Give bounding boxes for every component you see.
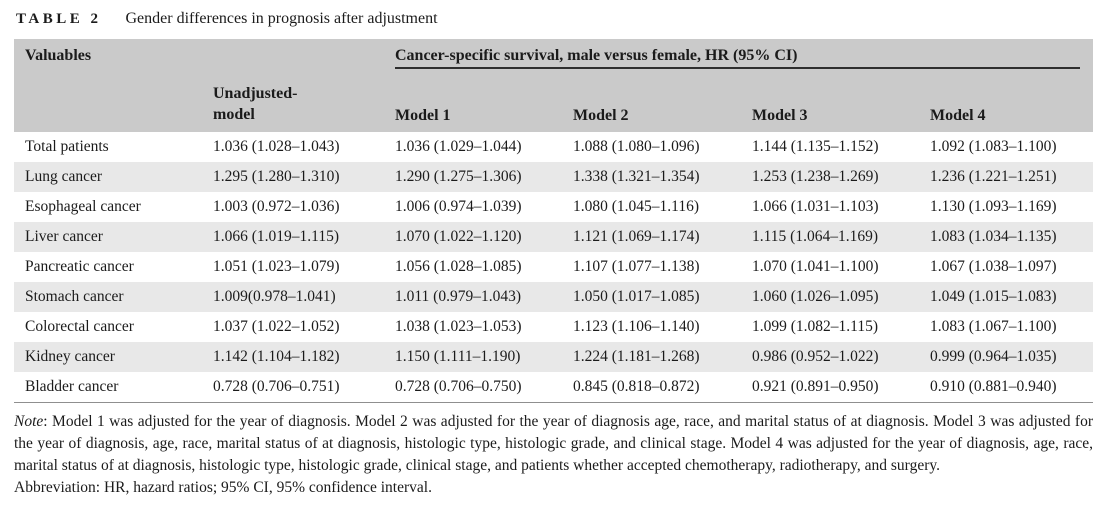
hr-ci-cell: 1.051 (1.023–1.079) bbox=[213, 258, 340, 275]
table-row: Lung cancer 1.295 (1.280–1.310) 1.290 (1.2… bbox=[14, 162, 1093, 192]
column-header-model-4: Model 4 bbox=[919, 77, 1093, 132]
table-row: Esophageal cancer 1.003 (0.972–1.036) 1.00… bbox=[14, 192, 1093, 222]
results-table: Valuables Unadjusted- model Cancer-speci… bbox=[14, 39, 1093, 403]
hr-ci-cell: 1.067 (1.038–1.097) bbox=[930, 258, 1057, 275]
hr-ci-cell: 1.130 (1.093–1.169) bbox=[930, 198, 1057, 215]
hr-ci-cell: 1.037 (1.022–1.052) bbox=[213, 318, 340, 335]
hr-ci-cell: 1.056 (1.028–1.085) bbox=[395, 258, 522, 275]
column-header-model-1: Model 1 bbox=[384, 77, 562, 132]
column-header-valuables: Valuables bbox=[14, 39, 202, 132]
hr-ci-cell: 1.144 (1.135–1.152) bbox=[752, 138, 879, 155]
column-header-model-2: Model 2 bbox=[562, 77, 741, 132]
table-number: TABLE 2 bbox=[16, 11, 102, 27]
note-text: : Model 1 was adjusted for the year of d… bbox=[14, 413, 1093, 474]
note-paragraph: Note: Model 1 was adjusted for the year … bbox=[14, 411, 1093, 477]
model-header-row: Model 1 Model 2 Model 3 Model 4 bbox=[14, 77, 1093, 132]
hr-ci-cell: 0.910 (0.881–0.940) bbox=[919, 372, 1093, 403]
row-label: Lung cancer bbox=[25, 168, 103, 185]
hr-ci-cell: 1.115 (1.064–1.169) bbox=[752, 228, 878, 245]
hr-ci-cell: 1.107 (1.077–1.138) bbox=[573, 258, 700, 275]
row-label: Liver cancer bbox=[25, 228, 103, 245]
hr-ci-cell: 1.066 (1.019–1.115) bbox=[213, 228, 339, 245]
hr-ci-cell: 0.999 (0.964–1.035) bbox=[930, 348, 1057, 365]
hr-ci-cell: 1.142 (1.104–1.182) bbox=[213, 348, 340, 365]
table-body: Total patients 1.036 (1.028–1.043) 1.036 (… bbox=[14, 132, 1093, 403]
hr-ci-cell: 1.070 (1.022–1.120) bbox=[395, 228, 522, 245]
abbreviation-paragraph: Abbreviation: HR, hazard ratios; 95% CI,… bbox=[14, 479, 432, 496]
table-row: Stomach cancer 1.009(0.978–1.041) 1.011 (0… bbox=[14, 282, 1093, 312]
row-label: Bladder cancer bbox=[14, 372, 202, 403]
hr-ci-cell: 0.728 (0.706–0.750) bbox=[384, 372, 562, 403]
table-row: Kidney cancer 1.142 (1.104–1.182) 1.150 (1… bbox=[14, 342, 1093, 372]
hr-ci-cell: 1.290 (1.275–1.306) bbox=[395, 168, 522, 185]
column-group-header: Cancer-specific survival, male versus fe… bbox=[384, 39, 1093, 77]
row-label: Esophageal cancer bbox=[25, 198, 141, 215]
table-caption: TABLE 2 Gender differences in prognosis a… bbox=[16, 10, 1093, 28]
hr-ci-cell: 1.006 (0.974–1.039) bbox=[395, 198, 522, 215]
row-label: Pancreatic cancer bbox=[25, 258, 134, 275]
hr-ci-cell: 1.036 (1.028–1.043) bbox=[213, 138, 340, 155]
hr-ci-cell: 0.845 (0.818–0.872) bbox=[562, 372, 741, 403]
hr-ci-cell: 1.088 (1.080–1.096) bbox=[573, 138, 700, 155]
hr-ci-cell: 1.003 (0.972–1.036) bbox=[213, 198, 340, 215]
hr-ci-cell: 1.060 (1.026–1.095) bbox=[752, 288, 879, 305]
hr-ci-cell: 1.092 (1.083–1.100) bbox=[930, 138, 1057, 155]
hr-ci-cell: 0.986 (0.952–1.022) bbox=[752, 348, 879, 365]
hr-ci-cell: 1.150 (1.111–1.190) bbox=[395, 348, 521, 365]
hr-ci-cell: 1.099 (1.082–1.115) bbox=[752, 318, 878, 335]
header-row-group: Valuables Unadjusted- model Cancer-speci… bbox=[14, 39, 1093, 132]
table-row: Bladder cancer 0.728 (0.706–0.751) 0.728 (… bbox=[14, 372, 1093, 403]
table-row: Total patients 1.036 (1.028–1.043) 1.036 (… bbox=[14, 132, 1093, 162]
hr-ci-cell: 1.038 (1.023–1.053) bbox=[395, 318, 522, 335]
hr-ci-cell: 1.080 (1.045–1.116) bbox=[573, 198, 699, 215]
column-header-unadjusted-model: Unadjusted- model bbox=[202, 39, 384, 132]
hr-ci-cell: 1.036 (1.029–1.044) bbox=[395, 138, 522, 155]
row-label: Total patients bbox=[25, 138, 109, 155]
hr-ci-cell: 1.070 (1.041–1.100) bbox=[752, 258, 879, 275]
row-label: Stomach cancer bbox=[25, 288, 124, 305]
table-row: Liver cancer 1.066 (1.019–1.115) 1.070 (1.… bbox=[14, 222, 1093, 252]
hr-ci-cell: 1.050 (1.017–1.085) bbox=[573, 288, 700, 305]
row-label: Colorectal cancer bbox=[25, 318, 134, 335]
hr-ci-cell: 1.224 (1.181–1.268) bbox=[573, 348, 700, 365]
row-label: Kidney cancer bbox=[25, 348, 115, 365]
hr-ci-cell: 1.011 (0.979–1.043) bbox=[395, 288, 521, 305]
hr-ci-cell: 1.253 (1.238–1.269) bbox=[752, 168, 879, 185]
table-row: Pancreatic cancer 1.051 (1.023–1.079) 1.05… bbox=[14, 252, 1093, 282]
page: TABLE 2 Gender differences in prognosis a… bbox=[14, 10, 1093, 499]
hr-ci-cell: 1.049 (1.015–1.083) bbox=[930, 288, 1057, 305]
hr-ci-cell: 1.083 (1.067–1.100) bbox=[930, 318, 1057, 335]
hr-ci-cell: 1.083 (1.034–1.135) bbox=[930, 228, 1057, 245]
table-title: Gender differences in prognosis after ad… bbox=[125, 10, 438, 27]
column-header-model-3: Model 3 bbox=[741, 77, 919, 132]
hr-ci-cell: 1.121 (1.069–1.174) bbox=[573, 228, 700, 245]
hr-ci-cell: 1.009(0.978–1.041) bbox=[213, 288, 336, 305]
hr-ci-cell: 1.338 (1.321–1.354) bbox=[573, 168, 700, 185]
hr-ci-cell: 1.295 (1.280–1.310) bbox=[213, 168, 340, 185]
hr-ci-cell: 1.066 (1.031–1.103) bbox=[752, 198, 879, 215]
table-row: Colorectal cancer 1.037 (1.022–1.052) 1.03… bbox=[14, 312, 1093, 342]
table-notes: Note: Model 1 was adjusted for the year … bbox=[14, 411, 1093, 499]
column-group-header-text: Cancer-specific survival, male versus fe… bbox=[395, 47, 1080, 69]
hr-ci-cell: 0.921 (0.891–0.950) bbox=[741, 372, 919, 403]
hr-ci-cell: 1.123 (1.106–1.140) bbox=[573, 318, 700, 335]
hr-ci-cell: 1.236 (1.221–1.251) bbox=[930, 168, 1057, 185]
note-label: Note bbox=[14, 413, 44, 430]
table-header: Valuables Unadjusted- model Cancer-speci… bbox=[14, 39, 1093, 132]
hr-ci-cell: 0.728 (0.706–0.751) bbox=[202, 372, 384, 403]
